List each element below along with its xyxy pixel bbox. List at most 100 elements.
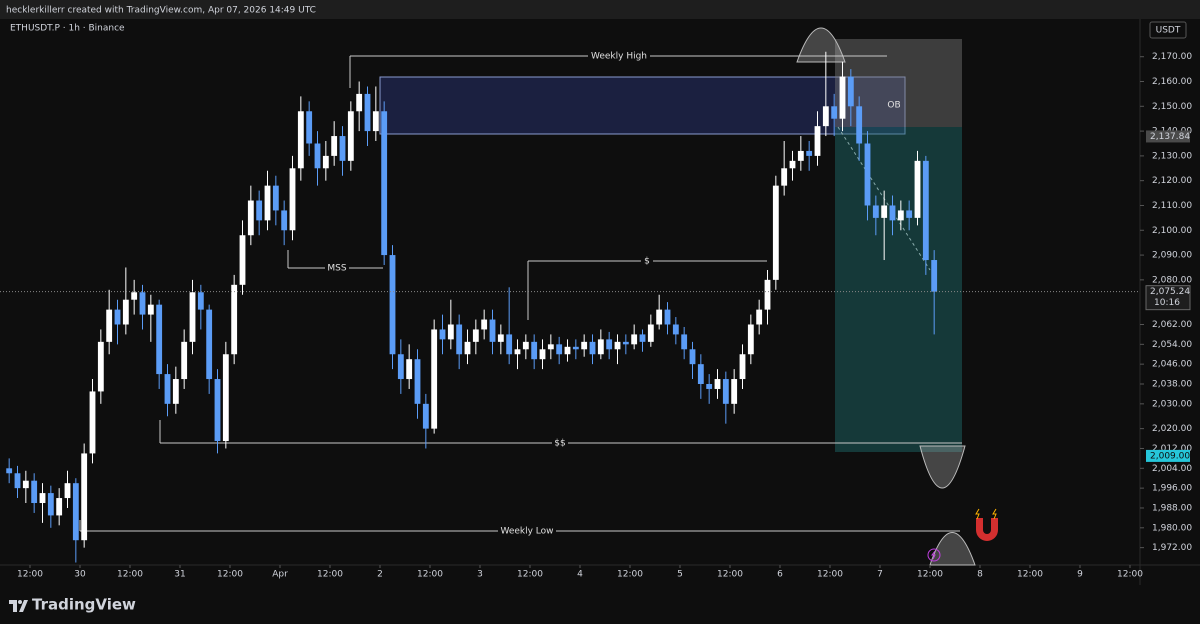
dollar-label: $ bbox=[644, 257, 650, 267]
candle-body bbox=[614, 341, 621, 350]
double-dollar-label: $$ bbox=[554, 439, 565, 449]
candle-body bbox=[314, 143, 321, 169]
candle-body bbox=[547, 344, 554, 350]
x-tick-label: 5 bbox=[677, 570, 683, 580]
x-tick-label: 12:00 bbox=[917, 570, 943, 580]
candle-body bbox=[514, 349, 521, 355]
target-zone bbox=[835, 127, 962, 452]
x-tick-label: 12:00 bbox=[117, 570, 143, 580]
currency-box[interactable] bbox=[1149, 21, 1187, 39]
alert-icon[interactable] bbox=[927, 548, 941, 562]
candle-body bbox=[689, 349, 696, 365]
candle-body bbox=[581, 341, 588, 350]
candle-body bbox=[181, 341, 188, 380]
countdown: 10:16 bbox=[1154, 298, 1180, 308]
y-tick-label: 2,080.00 bbox=[1152, 275, 1192, 285]
y-tick-label: 1,980.00 bbox=[1152, 523, 1192, 533]
candle-body bbox=[89, 391, 96, 454]
candle-body bbox=[414, 359, 421, 404]
x-tick-label: 7 bbox=[877, 570, 883, 580]
y-tick-label: 2,090.00 bbox=[1152, 251, 1192, 261]
alert-bolt bbox=[931, 550, 936, 560]
candle-body bbox=[681, 334, 688, 350]
x-tick-label: 31 bbox=[174, 570, 185, 580]
candle-body bbox=[856, 106, 863, 144]
y-tick-label: 2,160.00 bbox=[1152, 77, 1192, 87]
y-tick-label: 2,150.00 bbox=[1152, 102, 1192, 112]
label-bg bbox=[588, 49, 650, 63]
candle-body bbox=[531, 341, 538, 360]
y-tick-label: 2,038.00 bbox=[1152, 380, 1192, 390]
x-tick-label: 12:00 bbox=[617, 570, 643, 580]
candle-body bbox=[714, 379, 721, 389]
candle-body bbox=[589, 341, 596, 355]
x-tick-label: 12:00 bbox=[1017, 570, 1043, 580]
candle-body bbox=[397, 354, 404, 380]
candle-body bbox=[231, 284, 238, 355]
arch-bottom bbox=[919, 445, 966, 489]
price-tag-label: 2,075.24 bbox=[1150, 287, 1190, 297]
candle-body bbox=[622, 341, 629, 345]
candle-body bbox=[847, 76, 854, 107]
candle-body bbox=[156, 304, 163, 375]
price-tag bbox=[1146, 449, 1190, 462]
y-tick-label: 2,100.00 bbox=[1152, 226, 1192, 236]
stop-zone bbox=[835, 39, 962, 127]
candle-body bbox=[422, 403, 429, 429]
candle-body bbox=[322, 155, 329, 169]
logo-text: TradingView bbox=[32, 596, 136, 614]
logo-icon bbox=[9, 600, 28, 612]
candle-body bbox=[339, 136, 346, 161]
candle-body bbox=[806, 150, 813, 156]
candle-body bbox=[381, 111, 388, 256]
candle-body bbox=[656, 309, 663, 325]
candle-body bbox=[831, 106, 838, 119]
candle-body bbox=[872, 205, 879, 218]
y-tick-label: 2,062.00 bbox=[1152, 320, 1192, 330]
candle-body bbox=[464, 341, 471, 355]
logo[interactable]: TradingView bbox=[9, 596, 136, 614]
weekly-high-label: Weekly High bbox=[591, 52, 647, 62]
candle-body bbox=[372, 111, 379, 132]
candle-body bbox=[564, 346, 571, 355]
candle-body bbox=[797, 150, 804, 161]
candle-body bbox=[356, 93, 363, 112]
x-tick-label: 12:00 bbox=[317, 570, 343, 580]
currency: USDT bbox=[1156, 26, 1181, 36]
candle-body bbox=[639, 334, 646, 342]
candle-body bbox=[6, 468, 13, 474]
label-bg bbox=[641, 254, 653, 268]
candle-body bbox=[64, 483, 71, 499]
magnet-icon[interactable] bbox=[976, 518, 998, 541]
candle-body bbox=[164, 374, 171, 404]
y-tick-label: 2,054.00 bbox=[1152, 340, 1192, 350]
candle-body bbox=[781, 168, 788, 186]
label-bg bbox=[552, 436, 568, 450]
x-tick-label: 6 bbox=[777, 570, 783, 580]
candle-body bbox=[647, 324, 654, 342]
mss-label: MSS bbox=[327, 264, 346, 274]
candle-body bbox=[739, 354, 746, 380]
x-tick-label: 3 bbox=[477, 570, 483, 580]
y-tick-label: 2,004.00 bbox=[1152, 464, 1192, 474]
candle-body bbox=[506, 334, 513, 355]
candle-body bbox=[822, 106, 829, 127]
candle-body bbox=[731, 379, 738, 404]
candle-body bbox=[606, 339, 613, 350]
y-tick-label: 2,110.00 bbox=[1152, 201, 1192, 211]
candle-body bbox=[481, 319, 488, 330]
candle-body bbox=[906, 210, 913, 218]
candle-body bbox=[364, 93, 371, 132]
spark bbox=[975, 508, 997, 520]
candle-body bbox=[297, 111, 304, 169]
candle-body bbox=[222, 354, 229, 442]
axes: 2,170.002,160.002,150.002,140.002,130.00… bbox=[0, 52, 1192, 580]
candle-body bbox=[406, 359, 413, 380]
candle-body bbox=[264, 185, 271, 221]
candle-body bbox=[131, 292, 138, 300]
y-tick-label: 1,988.00 bbox=[1152, 503, 1192, 513]
candle-body bbox=[539, 349, 546, 360]
candle-body bbox=[81, 453, 88, 541]
candle-body bbox=[106, 309, 113, 342]
